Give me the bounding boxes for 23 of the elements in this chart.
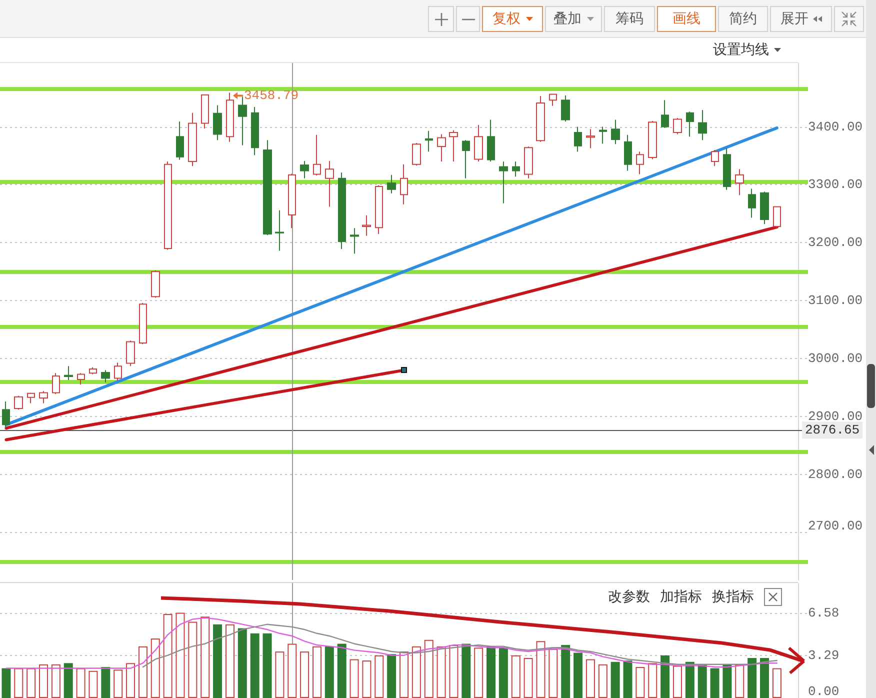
button: 展开 [770,6,832,32]
y-tick-label: 3000.00 [808,351,863,366]
annotation: 加指标 [660,588,702,606]
button: 简约 [718,6,768,32]
y-tick-label: 2700.00 [808,518,863,534]
button: 叠加 [545,6,602,32]
annotation: 改参数 [608,588,650,606]
annotation: 3458.79 [244,88,299,104]
y-tick-label: 3400.00 [808,119,863,134]
ref-line-label: 2876.65 [805,422,860,438]
y-tick-label: 3.29 [808,648,840,663]
text: 设置均线 [713,41,769,59]
button: 画线 [657,6,716,32]
y-tick-label: 3200.00 [808,235,863,250]
annotation: 换指标 [712,588,754,606]
y-tick-label: 3300.00 [808,177,863,192]
y-tick-label: 2900.00 [808,409,863,424]
y-tick-label: 6.58 [808,605,840,620]
y-tick-label: 2800.00 [808,467,863,482]
button: 筹码 [604,6,655,32]
y-tick-label: 3100.00 [808,293,863,308]
button: 复权 [482,6,543,32]
y-tick-label: 0.00 [808,684,840,698]
